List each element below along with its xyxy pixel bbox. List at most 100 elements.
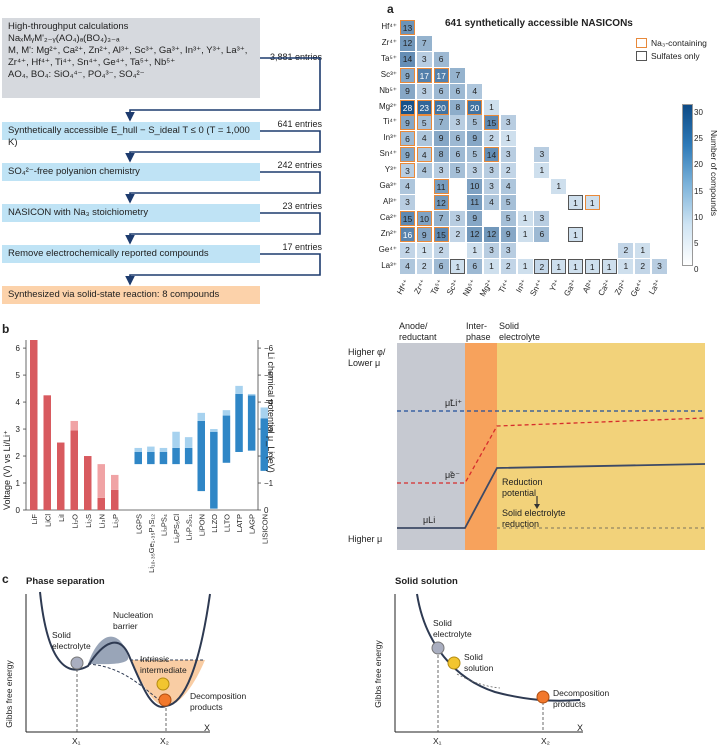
bar	[210, 431, 218, 509]
bar-light	[147, 446, 155, 452]
workflow-intro-line: Zr⁴⁺, Hf⁴⁺, Ti⁴⁺, Sn⁴⁺, Ge⁴⁺, Ta⁵⁺, Nb⁵⁺	[8, 57, 176, 68]
workflow-step-box: Remove electrochemically reported compou…	[2, 245, 260, 263]
heatmap-cell: 2	[500, 163, 516, 179]
y-tick-label: 3	[16, 425, 21, 434]
x-axis-label: X	[577, 723, 583, 733]
heatmap-cell: 1	[551, 258, 567, 274]
bar	[30, 340, 38, 510]
solid-electrolyte-ball	[70, 656, 84, 670]
heatmap-col-label: Hf⁴⁺	[395, 278, 411, 297]
colorbar-tick: 30	[694, 108, 703, 117]
heatmap-cell: 1	[568, 226, 583, 242]
entry-count: 242 entries	[277, 160, 322, 170]
reduction-arrowhead	[534, 504, 540, 509]
bar-light	[260, 407, 268, 419]
heatmap-row-label: Sc³⁺	[380, 69, 397, 79]
heatmap-cell: 6	[433, 258, 449, 274]
workflow-step-box: NASICON with Na₃ stoichiometry	[2, 204, 260, 222]
heatmap-cell: 23	[416, 99, 432, 115]
heatmap-col-label: Ge⁴⁺	[629, 278, 646, 299]
colorbar-label: Number of compounds	[709, 130, 719, 216]
x-tick-label: Li₁₀.₃₅Ge₁.₃₅P₃S₁₂	[147, 514, 156, 573]
heatmap-cell: 8	[450, 99, 466, 115]
colorbar	[682, 104, 693, 266]
x2-label: X₂	[160, 736, 169, 746]
heatmap-col-label: Ca²⁺	[596, 278, 613, 298]
heatmap-row-label: In³⁺	[383, 133, 397, 143]
heatmap-cell: 6	[467, 258, 483, 274]
x1-label: X₁	[72, 736, 81, 746]
label-nucleation-barrier: Nucleation barrier	[113, 610, 153, 631]
heatmap-cell: 9	[467, 210, 483, 226]
y-tick-label-right: 0	[264, 506, 269, 515]
heatmap-col-label: Zn²⁺	[613, 278, 630, 297]
heatmap-cell: 4	[400, 179, 415, 194]
heatmap-cell: 5	[500, 194, 516, 210]
legend-item-sulfates: Sulfates only	[636, 51, 707, 61]
heatmap-row-label: Ge⁴⁺	[378, 244, 397, 254]
bar-light	[134, 447, 142, 452]
label-decomposition-products: Decomposition products	[190, 691, 246, 712]
heatmap-cell: 6	[433, 51, 449, 67]
heatmap-cell: 2	[433, 242, 449, 258]
heatmap-cell: 1	[450, 258, 466, 274]
heatmap-cell: 1	[568, 194, 583, 210]
bar	[70, 430, 78, 510]
phase-separation-diagram: Phase separation Gibbs free energy X X₁ X₂ So…	[4, 576, 246, 746]
label-intrinsic-intermediate: Intrinsic intermediate	[140, 654, 187, 675]
heatmap-col-label: Ga³⁺	[562, 278, 579, 299]
heatmap-cell: 9	[416, 226, 432, 242]
heatmap-cell: 12	[484, 226, 499, 242]
heatmap-row-label: Ca²⁺	[379, 212, 397, 222]
heatmap-cell: 10	[416, 210, 432, 226]
y-axis-label: Gibbs free energy	[373, 639, 383, 707]
bar	[111, 489, 119, 510]
heatmap-row-label: Mg²⁺	[379, 101, 397, 111]
y-tick-label-right: −4	[264, 398, 274, 407]
heatmap-cell: 1	[618, 258, 634, 274]
x-tick-label: LLZO	[210, 514, 219, 533]
bar	[172, 447, 180, 465]
entry-count: 17 entries	[282, 242, 322, 252]
bar-light	[222, 410, 231, 416]
bar	[222, 415, 231, 463]
bar-light	[247, 393, 256, 396]
energy-curve	[39, 591, 211, 708]
bar-light	[159, 447, 168, 452]
electrolyte-region	[497, 343, 705, 550]
nucleation-region	[88, 636, 129, 665]
bar	[247, 395, 256, 451]
x-axis-label: X	[204, 723, 210, 733]
heatmap-cell: 11	[467, 194, 483, 210]
heatmap-col-label: Nb⁵⁺	[461, 278, 478, 299]
bar	[147, 451, 155, 465]
heatmap-cell: 14	[400, 51, 415, 67]
heatmap-cell: 1	[534, 163, 550, 179]
x-tick-label: Li₆PS₅Cl	[172, 514, 181, 543]
y-tick-label: 5	[16, 371, 21, 380]
colorbar-tick: 20	[694, 160, 703, 170]
heatmap-cell: 9	[500, 226, 516, 242]
mu-li-plus-label: μ̃Li⁺	[445, 398, 462, 408]
workflow-intro-line: AO₄, BO₄: SiO₄⁴⁻, PO₄³⁻, SO₄²⁻	[8, 69, 145, 80]
heatmap-cell: 2	[400, 242, 415, 258]
interphase-region	[465, 343, 497, 550]
heatmap-cell: 9	[400, 67, 415, 83]
heatmap-cell: 1	[484, 99, 499, 115]
bar-light	[111, 474, 119, 490]
heatmap-cell: 3	[484, 179, 499, 194]
heatmap-row-label: Zn²⁺	[380, 228, 397, 238]
heatmap-cell: 3	[500, 147, 516, 163]
heatmap-cell: 2	[416, 258, 432, 274]
axis-top-label: Higher φ/Lower μ	[348, 347, 386, 368]
heatmap-cell: 5	[467, 147, 483, 163]
legend-item-na3: Na₃-containing	[636, 38, 707, 48]
y-tick-label: 0	[16, 506, 21, 515]
y-tick-label: 2	[16, 452, 21, 461]
heatmap-cell: 16	[400, 226, 415, 242]
x-tick-label: LATP	[235, 514, 244, 532]
energy-curve	[416, 593, 581, 702]
heatmap-cell: 4	[500, 179, 516, 194]
bar	[43, 395, 51, 510]
decomposition-ball	[158, 693, 172, 707]
